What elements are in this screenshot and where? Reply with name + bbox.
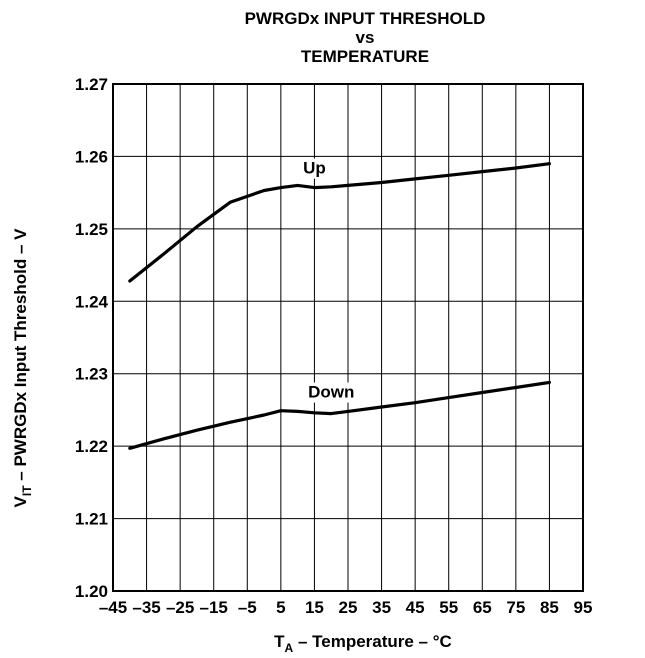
x-tick-label: 15 [305,598,324,617]
plot-frame [112,83,584,592]
chart-title-line-1: PWRGDx INPUT THRESHOLD [245,9,486,28]
x-tick-label: 5 [276,598,285,617]
series-labels: Up Down [297,158,360,403]
y-tick-label: 1.23 [75,365,108,384]
x-tick-label: 25 [339,598,358,617]
x-tick-label: 75 [506,598,525,617]
y-axis-label-main: V [11,495,30,507]
y-tick-label: 1.27 [75,75,108,94]
y-tick-labels: 1.20 1.21 1.22 1.23 1.24 1.25 1.26 1.27 [75,75,109,601]
y-tick-label: 1.26 [75,147,108,166]
y-tick-label: 1.24 [75,292,109,311]
x-axis-label-rest: – Temperature – °C [293,632,452,651]
y-tick-label: 1.21 [75,510,108,529]
x-tick-label: 85 [540,598,559,617]
y-axis-label-sub: IT [20,485,34,496]
series-label-up: Up [303,159,326,178]
x-tick-label: –25 [166,598,194,617]
x-tick-label: –5 [238,598,257,617]
x-tick-label: –15 [200,598,228,617]
series-label-down: Down [308,383,354,402]
y-axis-label: VIT – PWRGDx Input Threshold – V [11,228,34,508]
x-tick-label: 95 [574,598,593,617]
x-tick-label: 45 [406,598,425,617]
x-tick-label: 55 [439,598,458,617]
y-axis-label-rest: – PWRGDx Input Threshold – V [11,228,30,486]
series-label-bg [303,382,360,403]
x-axis-label: TA – Temperature – °C [274,632,452,655]
series-layer [128,162,552,450]
x-axis-label-main: T [274,632,285,651]
series-line-up [128,162,552,283]
x-tick-label: 35 [372,598,391,617]
x-tick-label: 65 [473,598,492,617]
series-line-down [128,380,552,450]
x-axis-label-sub: A [285,641,294,655]
y-tick-label: 1.25 [75,220,108,239]
y-tick-label: 1.22 [75,437,108,456]
series-label-bg [297,158,332,179]
chart-title-line-2: vs [356,28,375,47]
x-tick-label: –35 [132,598,160,617]
y-tick-label: 1.20 [75,582,108,601]
x-tick-label: –45 [99,598,127,617]
grid [113,84,583,591]
x-tick-labels: –45 –35 –25 –15 –5 5 15 25 35 45 55 65 75 85 95 [99,598,593,617]
chart-title-line-3: TEMPERATURE [301,47,429,66]
